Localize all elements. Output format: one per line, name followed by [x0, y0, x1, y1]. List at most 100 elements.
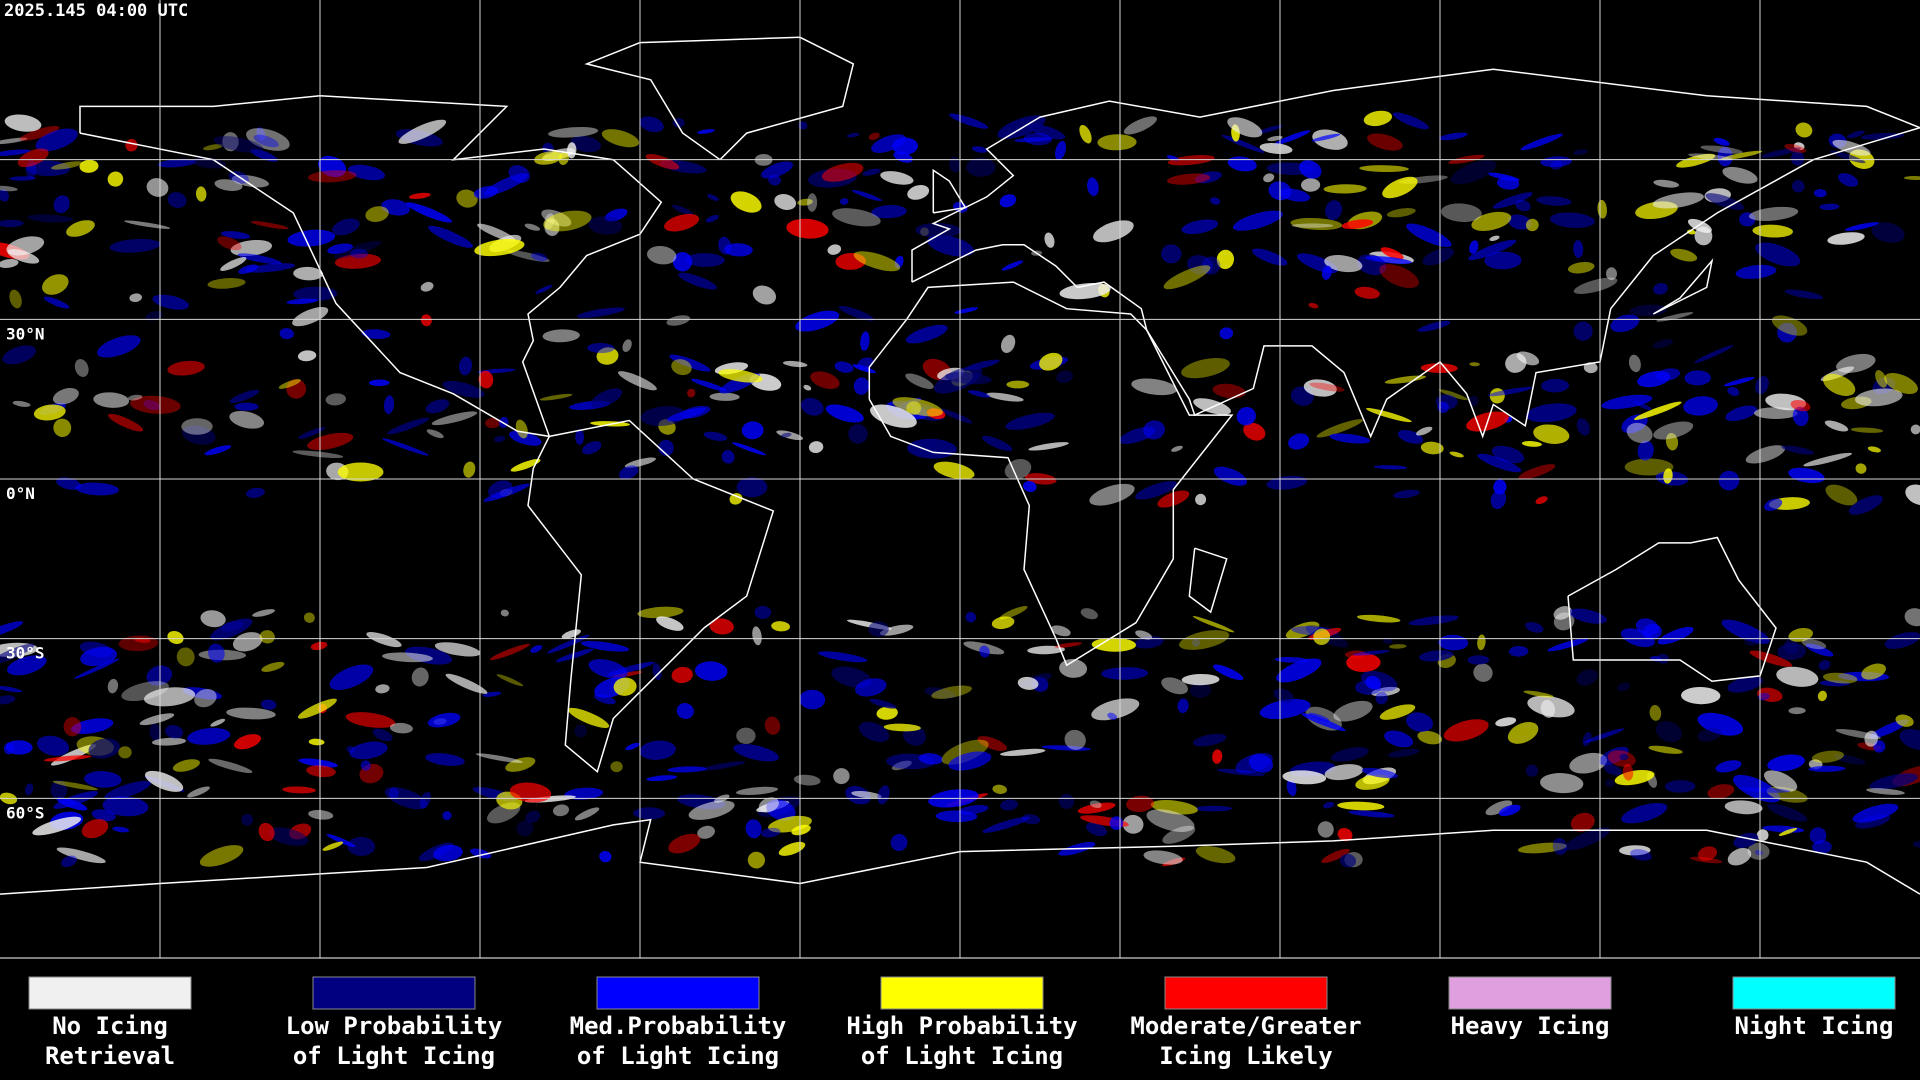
- icing-patch: [1086, 822, 1108, 837]
- icing-patch: [667, 766, 707, 773]
- icing-patch: [758, 797, 779, 813]
- icing-patch: [112, 826, 130, 833]
- icing-patch: [204, 445, 232, 456]
- icing-patch: [509, 430, 542, 446]
- icing-patch: [232, 632, 263, 652]
- icing-patch: [582, 441, 602, 455]
- icing-patch: [1747, 842, 1770, 860]
- icing-patch: [1723, 376, 1755, 387]
- icing-patch: [1705, 193, 1745, 211]
- icing-patch: [1855, 814, 1891, 829]
- icing-patch: [74, 658, 120, 679]
- icing-patch: [24, 783, 34, 796]
- icing-patch: [1630, 849, 1652, 861]
- icing-patch: [326, 834, 356, 848]
- icing-patch: [1005, 412, 1055, 430]
- icing-patch: [570, 135, 602, 153]
- legend-swatch: [1448, 976, 1612, 1010]
- icing-patch: [886, 753, 935, 770]
- icing-patch: [1722, 166, 1758, 184]
- icing-patch: [982, 816, 1030, 833]
- icing-patch: [1792, 406, 1809, 427]
- icing-patch: [1533, 424, 1570, 444]
- icing-patch: [278, 379, 301, 389]
- icing-patch: [1420, 363, 1458, 374]
- icing-patch: [259, 630, 275, 644]
- icing-patch: [1653, 282, 1668, 295]
- icing-patch: [1493, 479, 1507, 495]
- icing-patch: [971, 146, 988, 153]
- icing-patch: [1576, 669, 1598, 686]
- icing-patch: [1525, 218, 1539, 232]
- icing-patch: [833, 768, 850, 785]
- icing-patch: [1212, 383, 1246, 399]
- icing-patch: [671, 359, 692, 376]
- icing-patch: [1252, 248, 1288, 266]
- icing-patch: [754, 605, 772, 619]
- icing-patch: [1866, 788, 1905, 795]
- icing-patch: [530, 645, 543, 653]
- icing-patch: [411, 667, 429, 687]
- icing-patch: [1871, 222, 1905, 243]
- icing-patch: [17, 148, 49, 168]
- icing-patch: [1676, 153, 1716, 168]
- icing-patch: [1337, 827, 1353, 842]
- icing-patch: [1818, 660, 1831, 671]
- icing-patch: [1553, 606, 1572, 620]
- icing-patch: [210, 618, 253, 641]
- icing-patch: [213, 136, 264, 153]
- icing-patch: [697, 825, 715, 839]
- icing-patch: [516, 820, 534, 837]
- icing-patch: [672, 204, 694, 216]
- icing-patch: [1860, 132, 1905, 140]
- coastline: [527, 419, 775, 774]
- icing-patch: [1781, 445, 1815, 455]
- icing-patch: [93, 392, 130, 408]
- icing-patch: [428, 225, 473, 248]
- icing-patch: [1657, 626, 1694, 645]
- icing-patch: [1525, 403, 1577, 423]
- icing-patch: [1440, 203, 1482, 222]
- icing-patch: [591, 388, 623, 408]
- icing-patch: [1490, 489, 1507, 510]
- icing-patch: [835, 252, 866, 270]
- icing-patch: [149, 723, 162, 741]
- icing-patch: [258, 822, 275, 842]
- icing-patch: [109, 238, 161, 253]
- icing-patch: [129, 293, 142, 303]
- icing-patch: [664, 213, 700, 232]
- icing-patch: [1274, 130, 1311, 145]
- icing-patch: [905, 373, 934, 389]
- icing-patch: [613, 677, 637, 696]
- icing-patch: [535, 284, 553, 294]
- icing-patch: [1655, 721, 1682, 743]
- icing-patch: [365, 206, 389, 222]
- icing-patch: [1324, 255, 1363, 273]
- icing-patch: [745, 819, 762, 839]
- icing-patch: [102, 796, 149, 817]
- icing-patch: [1006, 380, 1030, 389]
- icing-patch: [827, 244, 842, 255]
- icing-patch: [1212, 749, 1223, 764]
- icing-patch: [691, 378, 727, 392]
- icing-patch: [981, 435, 1013, 451]
- icing-patch: [1056, 370, 1074, 384]
- icing-patch: [810, 371, 840, 389]
- icing-patch: [107, 678, 119, 694]
- icing-patch: [721, 449, 735, 464]
- icing-patch: [1022, 481, 1037, 492]
- icing-patch: [230, 239, 273, 257]
- icing-patch: [36, 735, 70, 756]
- icing-patch: [434, 642, 481, 657]
- icing-patch: [1079, 124, 1092, 144]
- icing-patch: [187, 727, 231, 745]
- icing-patch: [1569, 752, 1608, 774]
- icing-patch: [458, 356, 473, 376]
- icing-patch: [425, 753, 465, 766]
- timestamp: 2025.145 04:00 UTC: [4, 1, 188, 21]
- icing-patch: [1913, 841, 1920, 848]
- icing-patch: [1054, 642, 1082, 648]
- icing-patch: [1323, 184, 1367, 194]
- icing-patch: [203, 144, 223, 151]
- icing-patch: [9, 176, 36, 181]
